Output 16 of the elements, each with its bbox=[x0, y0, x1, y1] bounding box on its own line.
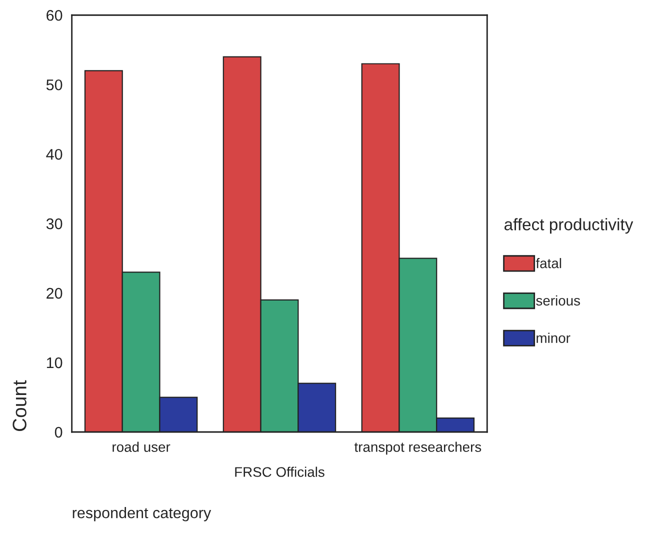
y-tick-label: 50 bbox=[46, 79, 62, 90]
x-axis-title: respondent category bbox=[72, 507, 212, 522]
x-tick-label: road user bbox=[112, 442, 170, 452]
legend-title: affect productivity bbox=[504, 218, 634, 234]
y-tick-label: 30 bbox=[46, 218, 62, 230]
x-tick-label: FRSC Officials bbox=[235, 466, 324, 477]
x-tick-label: transpot researchers bbox=[354, 442, 482, 455]
y-axis-title: Count bbox=[12, 380, 26, 432]
legend-label: minor bbox=[536, 332, 570, 343]
legend-label: fatal bbox=[536, 258, 562, 268]
y-tick-label: 10 bbox=[46, 357, 62, 368]
y-tick-label: 60 bbox=[46, 10, 62, 21]
y-tick-label: 0 bbox=[54, 426, 62, 438]
y-tick-label: 20 bbox=[46, 288, 62, 299]
legend-label: serious bbox=[536, 295, 580, 306]
y-tick-label: 40 bbox=[46, 148, 62, 160]
